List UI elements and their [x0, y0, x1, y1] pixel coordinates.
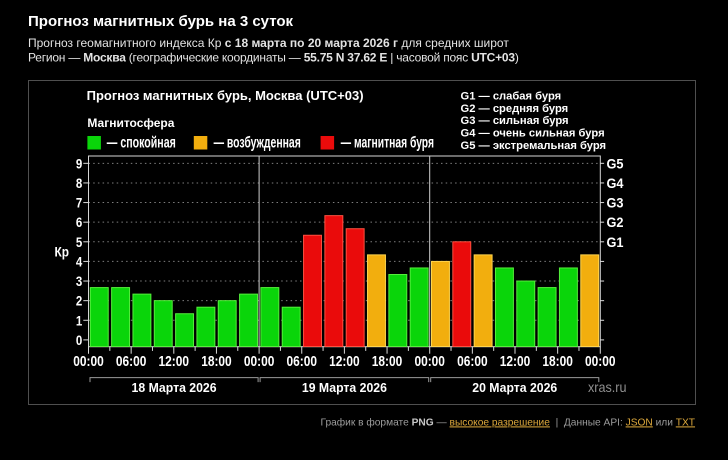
svg-text:Прогноз геомагнитного индекса: Прогноз геомагнитного индекса Кр с 18 ма…: [28, 36, 509, 50]
svg-text:12:00: 12:00: [500, 353, 531, 370]
svg-text:20 Марта 2026: 20 Марта 2026: [472, 380, 557, 395]
svg-text:0: 0: [76, 332, 83, 348]
svg-text:Прогноз магнитных бурь на 3 су: Прогноз магнитных бурь на 3 суток: [28, 13, 294, 30]
svg-text:18 Марта 2026: 18 Марта 2026: [132, 380, 217, 395]
svg-text:7: 7: [76, 195, 83, 211]
svg-text:— магнитная буря: — магнитная буря: [341, 134, 434, 151]
svg-text:G2: G2: [607, 214, 624, 230]
svg-text:xras.ru: xras.ru: [588, 379, 627, 395]
svg-text:18:00: 18:00: [201, 353, 232, 370]
svg-text:G5: G5: [607, 155, 624, 171]
svg-text:G2 — средняя буря: G2 — средняя буря: [461, 103, 569, 115]
svg-text:Прогноз магнитных бурь, Москва: Прогноз магнитных бурь, Москва (UTC+03): [87, 88, 364, 103]
svg-text:G4: G4: [607, 175, 624, 191]
svg-text:06:00: 06:00: [457, 353, 488, 370]
svg-text:— спокойная: — спокойная: [107, 134, 176, 151]
svg-text:06:00: 06:00: [116, 353, 147, 370]
svg-text:G5 — экстремальная буря: G5 — экстремальная буря: [461, 140, 607, 152]
svg-text:1: 1: [76, 312, 83, 328]
svg-text:19 Марта 2026: 19 Марта 2026: [302, 380, 387, 395]
svg-text:График в формате PNG — высокое: График в формате PNG — высокое разрешени…: [321, 416, 696, 428]
svg-text:06:00: 06:00: [287, 353, 318, 370]
svg-text:— возбужденная: — возбужденная: [214, 134, 301, 151]
svg-text:00:00: 00:00: [244, 353, 275, 370]
svg-text:G1 — слабая буря: G1 — слабая буря: [461, 91, 562, 103]
svg-text:18:00: 18:00: [372, 353, 403, 370]
svg-text:8: 8: [76, 175, 83, 191]
svg-text:12:00: 12:00: [329, 353, 360, 370]
svg-text:5: 5: [76, 234, 83, 250]
svg-text:3: 3: [76, 273, 83, 289]
svg-text:Регион — Москва (географически: Регион — Москва (географические координа…: [28, 51, 519, 65]
svg-text:12:00: 12:00: [159, 353, 190, 370]
svg-text:9: 9: [76, 155, 83, 171]
svg-text:00:00: 00:00: [73, 353, 104, 370]
svg-text:2: 2: [76, 293, 83, 309]
svg-text:G3: G3: [607, 195, 624, 211]
svg-text:18:00: 18:00: [542, 353, 573, 370]
svg-text:Кр: Кр: [55, 244, 70, 260]
svg-text:00:00: 00:00: [414, 353, 445, 370]
svg-text:Магнитосфера: Магнитосфера: [87, 116, 174, 130]
svg-text:00:00: 00:00: [585, 353, 616, 370]
svg-text:4: 4: [76, 253, 83, 269]
svg-text:6: 6: [76, 214, 83, 230]
svg-text:G4 — очень сильная буря: G4 — очень сильная буря: [461, 128, 605, 140]
svg-text:G3 — сильная буря: G3 — сильная буря: [461, 115, 569, 127]
svg-text:G1: G1: [607, 234, 624, 250]
